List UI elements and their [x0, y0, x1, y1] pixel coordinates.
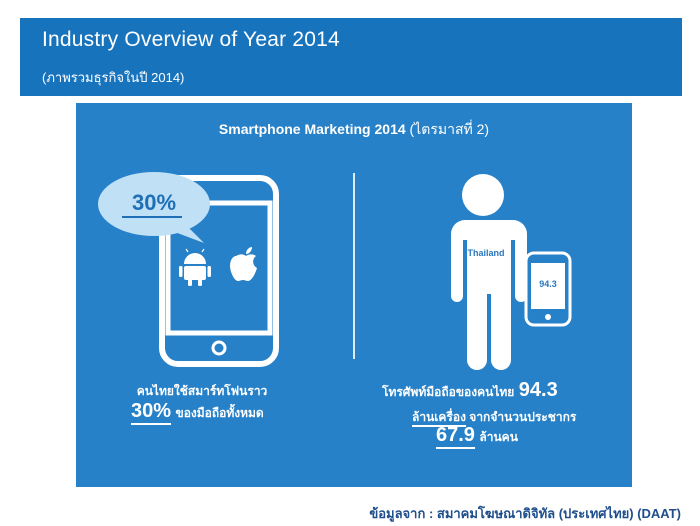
left-caption-line2: 30% ของมือถือทั้งหมด — [131, 400, 264, 425]
right-caption-value1: 94.3 — [518, 379, 558, 401]
right-caption-line2: ล้านเครื่อง จากจำนวนประชากร — [412, 408, 576, 427]
android-icon — [179, 248, 211, 286]
person-icon — [451, 174, 527, 370]
infographic-graphics — [98, 172, 572, 370]
bubble-value: 30% — [131, 190, 177, 215]
right-caption-text2a: ล้านเครื่อง — [412, 410, 466, 427]
left-caption-value: 30% — [131, 400, 172, 425]
page-title: Industry Overview of Year 2014 — [42, 28, 340, 51]
smartphone-icon — [159, 175, 279, 367]
page-subtitle: (ภาพรวมธุรกิจในปี 2014) — [42, 70, 185, 85]
right-caption-text2b: จากจำนวนประชากร — [469, 410, 577, 424]
source-credit: ข้อมูลจาก : สมาคมโฆษณาดิจิทัล (ประเทศไทย… — [369, 506, 681, 521]
infographic-panel: Smartphone Marketing 2014 (ไตรมาสที่ 2) — [76, 103, 632, 487]
header-banner: Industry Overview of Year 2014 (ภาพรวมธุ… — [20, 18, 682, 96]
center-divider — [353, 173, 355, 359]
infographic-title-en: Smartphone Marketing 2014 — [218, 121, 406, 137]
phone-screen-value: 94.3 — [539, 279, 557, 289]
right-caption-text1: โทรศัพท์มือถือของคนไทย — [382, 385, 515, 399]
left-caption-line1: คนไทยใช้สมาร์ทโฟนราว — [136, 384, 268, 398]
right-caption-value2: 67.9 — [436, 424, 475, 449]
right-caption-text3: ล้านคน — [479, 430, 518, 444]
mobile-phone-icon — [524, 251, 572, 327]
right-caption-line1: โทรศัพท์มือถือของคนไทย 94.3 — [382, 379, 558, 402]
left-caption-text: ของมือถือทั้งหมด — [175, 406, 264, 420]
infographic-title: Smartphone Marketing 2014 (ไตรมาสที่ 2) — [76, 119, 632, 141]
infographic-title-th: (ไตรมาสที่ 2) — [409, 121, 490, 137]
speech-bubble-icon — [98, 172, 210, 243]
person-label: Thailand — [467, 248, 505, 258]
apple-icon — [230, 247, 257, 281]
right-caption-line3: 67.9 ล้านคน — [436, 424, 518, 449]
bubble-underline — [122, 216, 182, 218]
